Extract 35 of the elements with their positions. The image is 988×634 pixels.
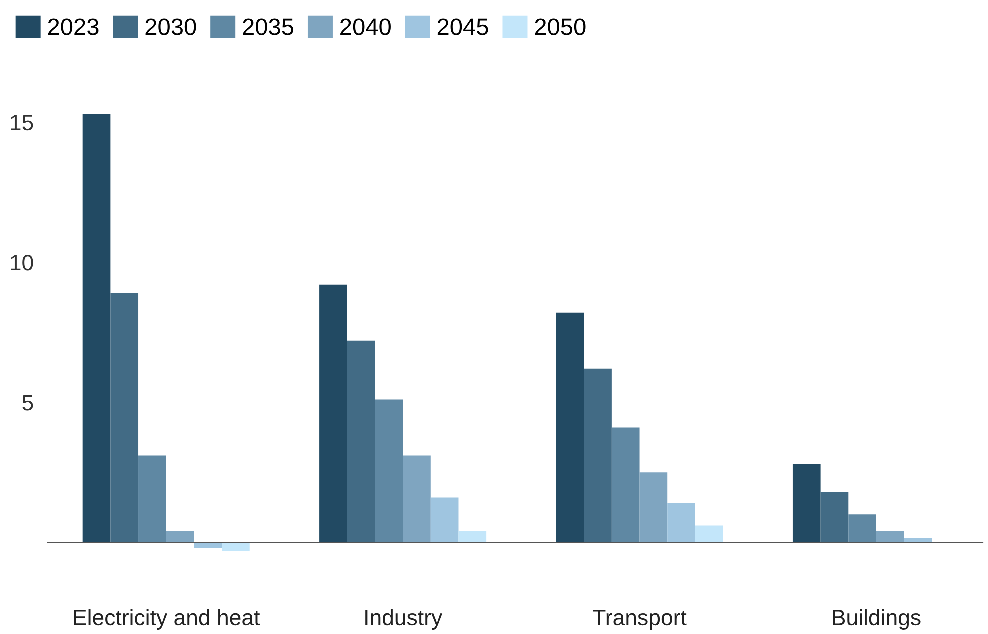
legend-label: 2045: [438, 18, 488, 36]
y-tick-label: 5: [22, 395, 34, 411]
bar: [82, 114, 111, 543]
bar: [820, 492, 849, 543]
bar: [110, 293, 139, 543]
bar: [584, 368, 612, 543]
bar: [876, 531, 904, 543]
bar: [848, 514, 876, 543]
legend-label: 2040: [340, 18, 391, 36]
x-tick-label: Electricity and heat: [74, 609, 260, 630]
legend-label: 2023: [48, 18, 99, 36]
y-tick-label: 10: [11, 255, 34, 271]
bar: [347, 340, 376, 543]
legend-label: 2050: [535, 18, 586, 36]
bar: [430, 498, 459, 543]
bar: [458, 531, 487, 543]
bar: [403, 456, 431, 543]
x-tick-label: Industry: [366, 609, 443, 630]
bar: [194, 542, 222, 548]
bar: [556, 312, 584, 543]
bar: [166, 531, 194, 543]
x-tick-label: Buildings: [833, 609, 921, 630]
bar: [375, 400, 404, 543]
bar: [668, 503, 696, 543]
bar: [792, 464, 821, 543]
y-tick-label: 15: [11, 115, 34, 131]
bar: [320, 284, 348, 543]
legend-label: 2035: [243, 18, 294, 36]
bar: [640, 472, 668, 543]
x-tick-label: Transport: [593, 610, 687, 630]
bar: [138, 456, 166, 543]
bar: [222, 542, 250, 551]
bar: [695, 526, 724, 543]
bar: [612, 428, 640, 543]
legend-label: 2030: [146, 18, 196, 36]
